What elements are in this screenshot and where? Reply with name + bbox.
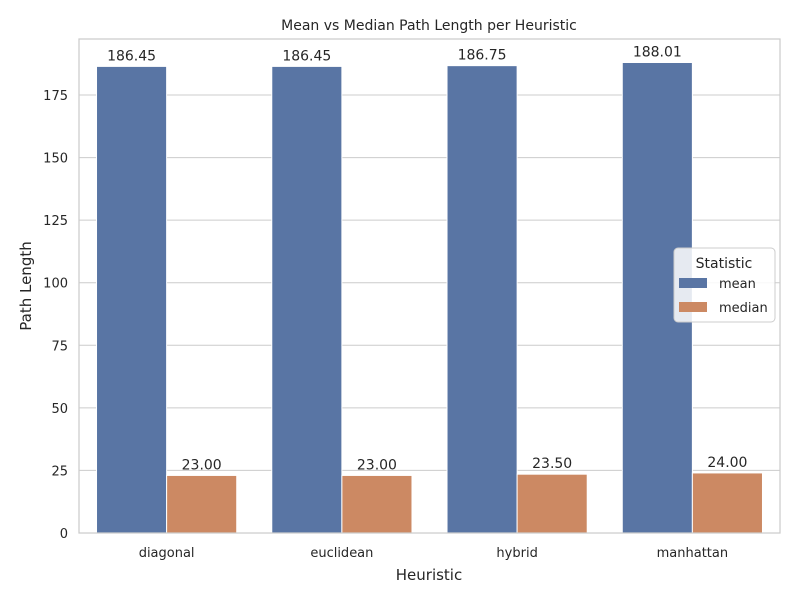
data-label: 188.01 [633,44,682,60]
x-tick-label: euclidean [310,546,373,561]
data-label: 23.50 [532,456,572,472]
bar-mean-diagonal [96,65,168,534]
x-tick-label: diagonal [139,546,195,561]
x-tick-label: manhattan [657,546,728,561]
data-label: 186.75 [458,48,507,64]
legend-swatch-median [679,302,707,312]
y-tick-label: 100 [43,277,68,292]
x-tick-label: hybrid [496,546,537,561]
data-labels: 186.45 23.00 186.45 23.00 186.75 23.50 188.01 2… [107,44,747,473]
bar-median-hybrid [516,473,588,534]
y-tick-label: 125 [43,214,68,229]
legend-swatch-mean [679,278,707,288]
legend-title: Statistic [696,256,753,272]
bar-median-manhattan [691,472,763,534]
legend-label-median: median [719,301,768,316]
data-label: 186.45 [107,48,156,64]
legend: Statistic mean median [673,247,776,323]
axis-ticks: 0 25 50 75 100 125 150 175 diagonal euclidean hybr… [43,89,728,561]
bar-mean-hybrid [446,65,518,534]
bars [96,61,763,534]
y-tick-label: 150 [43,152,68,167]
data-label: 23.00 [182,457,222,473]
bar-median-diagonal [166,474,238,534]
x-axis-label: Heuristic [396,566,462,584]
plot-frame [78,38,781,534]
y-tick-label: 50 [51,402,68,417]
y-tick-label: 0 [60,527,68,542]
y-tick-label: 25 [51,464,68,479]
chart-title: Mean vs Median Path Length per Heuristic [281,18,577,34]
bar-median-euclidean [341,474,413,534]
data-label: 186.45 [282,48,331,64]
data-label: 24.00 [707,455,747,471]
data-label: 23.00 [357,457,397,473]
y-tick-label: 75 [51,339,68,354]
bar-mean-euclidean [271,65,343,534]
legend-label-mean: mean [719,277,756,292]
y-axis-label: Path Length [17,241,35,330]
y-tick-label: 175 [43,89,68,104]
